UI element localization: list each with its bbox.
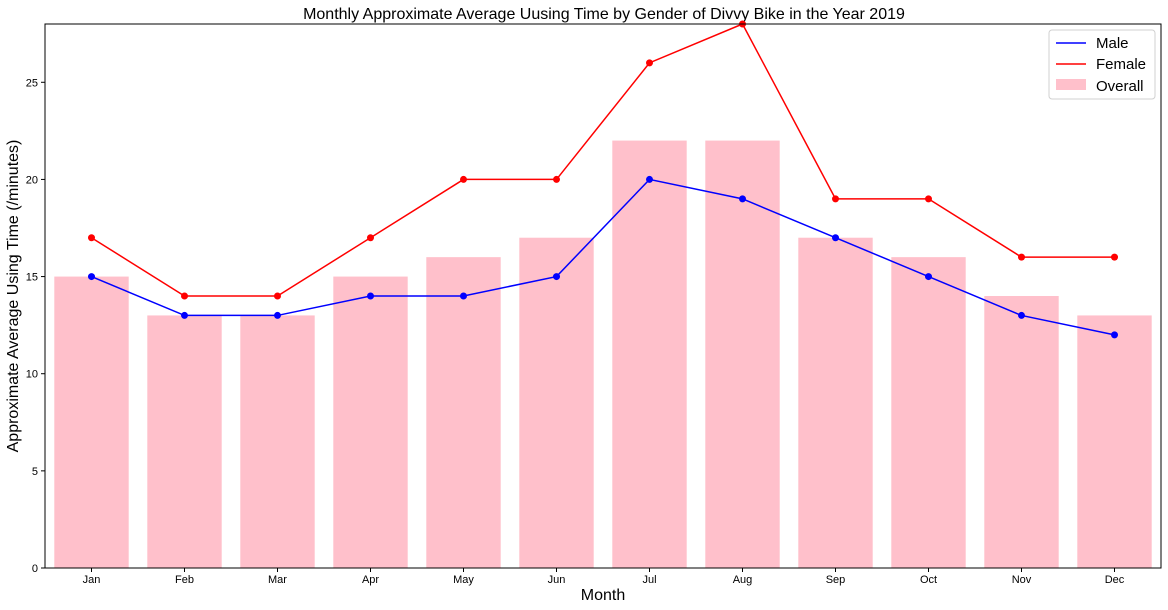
y-tick-label: 25 bbox=[26, 77, 38, 89]
chart-title: Monthly Approximate Average Uusing Time … bbox=[303, 6, 905, 23]
x-tick-label-apr: Apr bbox=[362, 574, 379, 586]
plot-frame bbox=[44, 23, 1162, 569]
bar-overall-sep bbox=[798, 237, 873, 568]
point-female-jul bbox=[646, 59, 653, 67]
bar-overall-oct bbox=[891, 257, 966, 568]
x-tick-label-jul: Jul bbox=[642, 574, 656, 586]
bar-overall-nov bbox=[984, 296, 1059, 568]
legend-swatch-overall bbox=[1056, 79, 1086, 90]
point-female-nov bbox=[1018, 253, 1025, 261]
point-male-aug bbox=[739, 195, 746, 203]
point-female-jun bbox=[553, 175, 560, 183]
point-female-jan bbox=[88, 234, 95, 242]
x-axis: Jan Feb Mar Apr May Jun Jul Aug Sep Oct Nov Dec bbox=[83, 568, 1125, 586]
bar-overall-aug bbox=[705, 140, 780, 569]
legend-label-overall: Overall bbox=[1096, 78, 1144, 95]
x-axis-title: Month bbox=[581, 587, 625, 604]
bar-overall-dec bbox=[1077, 315, 1152, 568]
point-male-apr bbox=[367, 292, 374, 300]
y-axis-title: Approximate Average Using Time (/minutes… bbox=[5, 140, 22, 453]
x-tick-label-mar: Mar bbox=[268, 574, 287, 586]
y-tick-label: 20 bbox=[26, 174, 38, 186]
bars-layer bbox=[54, 140, 1152, 569]
y-tick-label: 15 bbox=[26, 272, 38, 284]
bar-overall-feb bbox=[147, 315, 222, 568]
x-tick-label-nov: Nov bbox=[1012, 574, 1032, 586]
point-female-may bbox=[460, 175, 467, 183]
y-tick-label: 5 bbox=[32, 466, 38, 478]
legend-label-male: Male bbox=[1096, 35, 1129, 52]
point-male-mar bbox=[274, 311, 281, 319]
line-male bbox=[91, 178, 1115, 336]
x-tick-label-dec: Dec bbox=[1105, 574, 1125, 586]
point-female-oct bbox=[925, 195, 932, 203]
point-male-jul bbox=[646, 175, 653, 183]
point-female-feb bbox=[181, 292, 188, 300]
y-axis: 0 5 10 15 20 25 bbox=[26, 77, 45, 575]
x-tick-label-feb: Feb bbox=[175, 574, 194, 586]
bar-overall-jul bbox=[612, 140, 687, 569]
point-male-may bbox=[460, 292, 467, 300]
bar-overall-may bbox=[426, 257, 501, 568]
bar-overall-jun bbox=[519, 237, 594, 568]
line-female bbox=[91, 23, 1115, 297]
x-tick-label-jan: Jan bbox=[83, 574, 101, 586]
point-female-sep bbox=[832, 195, 839, 203]
point-female-dec bbox=[1111, 253, 1118, 261]
bar-overall-jan bbox=[54, 276, 129, 568]
point-female-apr bbox=[367, 234, 374, 242]
point-male-feb bbox=[181, 311, 188, 319]
y-tick-label: 0 bbox=[32, 563, 38, 575]
point-male-nov bbox=[1018, 311, 1025, 319]
point-male-oct bbox=[925, 273, 932, 281]
x-tick-label-jun: Jun bbox=[548, 574, 566, 586]
y-tick-label: 10 bbox=[26, 369, 38, 381]
bar-overall-apr bbox=[333, 276, 408, 568]
point-male-sep bbox=[832, 234, 839, 242]
x-tick-label-sep: Sep bbox=[826, 574, 846, 586]
legend: Male Female Overall bbox=[1048, 29, 1156, 100]
point-male-jan bbox=[88, 273, 95, 281]
bar-overall-mar bbox=[240, 315, 315, 568]
lines-layer bbox=[88, 20, 1118, 339]
point-male-dec bbox=[1111, 331, 1118, 339]
legend-label-female: Female bbox=[1096, 56, 1146, 73]
x-tick-label-aug: Aug bbox=[733, 574, 753, 586]
x-tick-label-oct: Oct bbox=[920, 574, 937, 586]
point-female-mar bbox=[274, 292, 281, 300]
x-tick-label-may: May bbox=[453, 574, 474, 586]
point-male-jun bbox=[553, 273, 560, 281]
